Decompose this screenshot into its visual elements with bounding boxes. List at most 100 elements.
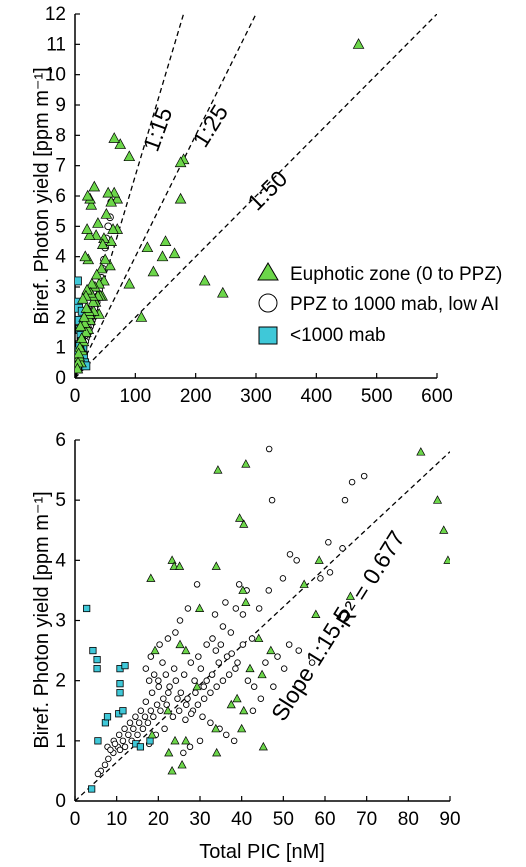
bottom-x-axis-label: Total PIC [nM] [199, 841, 325, 863]
data-point-ppz [182, 701, 190, 708]
data-point-ppz [175, 707, 183, 715]
x-tick-label: 50 [273, 809, 294, 830]
data-point-euphotic [123, 150, 136, 162]
data-point-deep [103, 713, 112, 721]
data-point-ppz [285, 641, 293, 648]
data-point-euphotic [235, 513, 245, 522]
data-point-ppz [161, 725, 168, 733]
y-tick-label: 4 [55, 247, 66, 268]
data-point-euphotic [352, 38, 365, 49]
data-point-ppz [192, 689, 199, 696]
data-point-ppz [265, 587, 273, 594]
y-tick-label: 11 [46, 34, 66, 55]
data-point-euphotic [163, 705, 173, 715]
data-point-ppz [145, 677, 153, 684]
data-point-ppz [169, 713, 177, 721]
legend-label-ppz: PPZ to 1000 mab, low AI [290, 294, 499, 315]
data-point-ppz [187, 710, 195, 718]
data-point-euphotic [80, 326, 92, 337]
data-point-euphotic [479, 679, 487, 686]
ratio-label-1-25: 1:25 [187, 100, 233, 152]
data-point-ppz [228, 650, 235, 657]
data-point-ppz [268, 496, 276, 504]
data-point-ppz [265, 445, 273, 453]
data-point-euphotic [238, 585, 248, 594]
data-point-euphotic [150, 645, 160, 655]
data-point-ppz [141, 713, 149, 721]
data-point-euphotic [167, 555, 177, 564]
data-point-ppz [225, 671, 233, 678]
data-point-euphotic [169, 561, 179, 570]
data-point-euphotic [170, 735, 180, 745]
data-point-ppz [142, 665, 150, 672]
data-point-euphotic [99, 253, 111, 265]
data-point-ppz [166, 683, 173, 690]
data-point-ppz [222, 731, 230, 739]
reference-line [75, 14, 437, 378]
y-tick-label: 5 [55, 216, 66, 237]
data-point-ppz [244, 677, 252, 684]
data-point-euphotic [226, 699, 236, 709]
data-point-euphotic [141, 241, 154, 253]
data-point-ppz [176, 617, 184, 624]
data-point-deep [116, 680, 124, 688]
data-point-euphotic [198, 274, 211, 286]
data-point-ppz [101, 761, 109, 769]
data-point-euphotic [181, 645, 191, 655]
data-point-euphotic [135, 311, 148, 322]
data-point-ppz [115, 731, 123, 739]
data-point-euphotic [75, 332, 88, 344]
data-point-ppz [156, 641, 163, 648]
data-point-deep [75, 276, 82, 286]
data-point-euphotic [174, 156, 187, 168]
data-point-ppz [164, 635, 172, 642]
data-point-deep [93, 656, 101, 664]
data-point-ppz [182, 716, 189, 724]
data-point-euphotic [80, 301, 93, 313]
data-point-ppz [147, 653, 155, 660]
data-point-ppz [248, 635, 256, 642]
data-point-euphotic [90, 268, 103, 280]
y-tick-label: 0 [55, 791, 66, 812]
data-point-euphotic [192, 681, 202, 691]
data-point-ppz [180, 749, 187, 757]
data-point-euphotic [104, 259, 116, 271]
y-tick-label: 12 [45, 4, 66, 25]
data-point-euphotic [299, 579, 309, 588]
data-point-ppz [134, 731, 141, 739]
data-point-euphotic [314, 555, 324, 564]
data-point-euphotic [108, 132, 121, 143]
data-point-ppz [325, 539, 332, 546]
data-point-euphotic [311, 609, 321, 618]
data-point-euphotic [100, 207, 113, 219]
data-point-ppz [200, 695, 208, 702]
top-x-ticks: 0 100 200 300 400 500 600 [70, 373, 453, 407]
data-point-ppz [207, 689, 214, 696]
data-point-ppz [227, 629, 235, 636]
data-point-ppz [257, 695, 265, 702]
data-point-ppz [184, 695, 191, 702]
x-tick-label: 500 [361, 386, 393, 407]
data-point-euphotic [174, 192, 187, 204]
data-point-ppz [195, 653, 202, 660]
ratio-label-1-15: 1:15 [138, 104, 178, 155]
data-point-ppz [219, 623, 227, 630]
data-point-euphotic [159, 235, 172, 246]
data-point-ppz [105, 755, 112, 763]
data-point-ppz [339, 545, 346, 552]
data-point-ppz [142, 698, 150, 705]
data-point-euphotic [432, 495, 443, 504]
data-point-ppz [235, 581, 243, 588]
y-tick-label: 8 [55, 125, 66, 146]
data-point-deep [83, 604, 91, 613]
data-point-ppz [150, 713, 157, 721]
data-point-deep [101, 719, 110, 727]
data-point-ppz [180, 671, 188, 678]
data-point-ppz [326, 569, 334, 576]
x-tick-label: 80 [398, 809, 419, 830]
data-point-euphotic [95, 262, 108, 274]
data-point-euphotic [181, 735, 191, 745]
